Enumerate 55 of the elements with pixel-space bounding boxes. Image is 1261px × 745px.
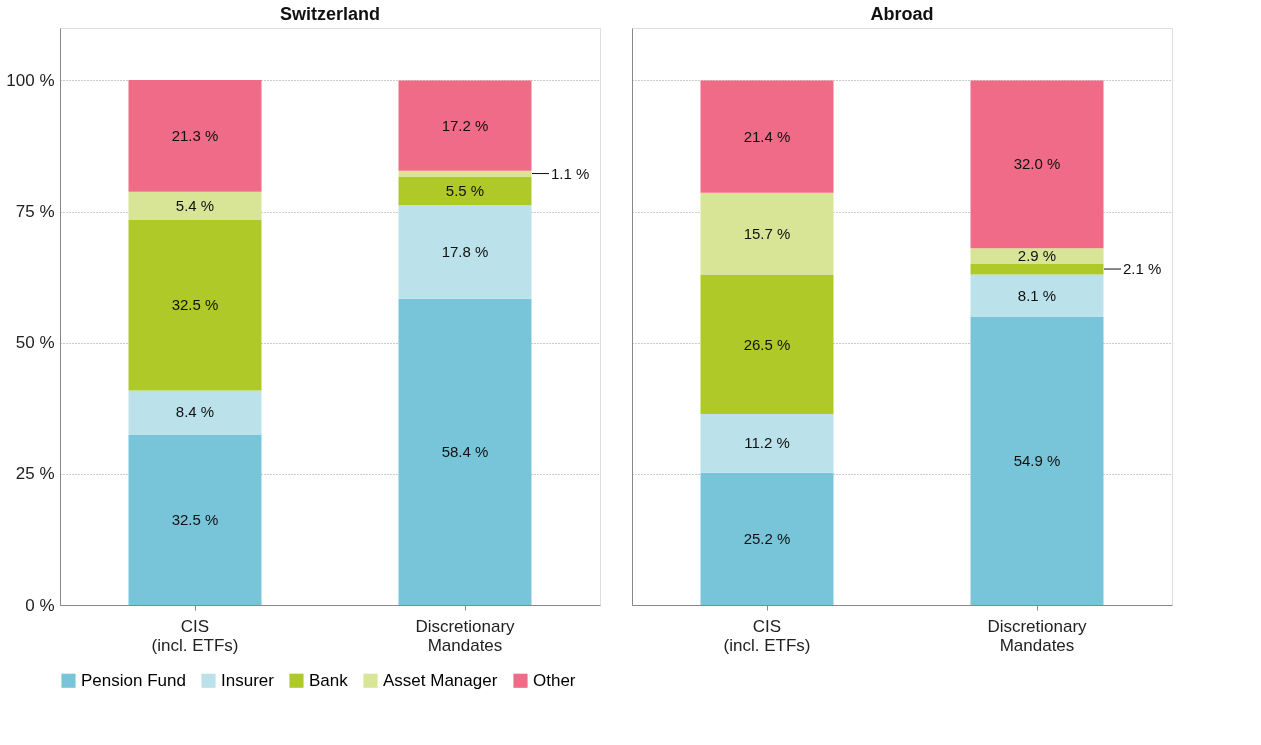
bar [128, 434, 262, 605]
data-label: 17.2 % [441, 116, 489, 134]
bar [398, 298, 532, 605]
bar [700, 192, 834, 276]
y-tick-label: 0 % [25, 595, 55, 615]
legend-label: Asset Manager [383, 670, 498, 690]
bar [700, 275, 834, 415]
data-label: 8.1 % [1017, 286, 1057, 304]
y-tick-label: 100 % [6, 70, 55, 90]
chart-title: Switzerland [279, 4, 381, 24]
data-label: 21.3 % [171, 126, 219, 144]
data-label: 58.4 % [441, 442, 489, 460]
bar [970, 274, 1104, 318]
bar [700, 414, 834, 473]
chart-title: Abroad [870, 4, 934, 24]
x-tick-label: Discretionary Mandates [415, 616, 516, 655]
data-label: 26.5 % [743, 335, 791, 353]
data-label: 32.5 % [171, 510, 219, 528]
data-label: 5.4 % [175, 196, 215, 214]
bar [970, 317, 1104, 605]
x-tick-label: CIS (incl. ETFs) [723, 616, 811, 655]
data-label: 25.2 % [743, 529, 791, 547]
legend-label: Bank [309, 670, 349, 690]
bar [970, 248, 1104, 264]
data-label: 32.5 % [171, 296, 219, 314]
bar [398, 176, 532, 206]
bar [700, 472, 834, 605]
data-label: 8.4 % [175, 403, 215, 421]
bar [128, 390, 262, 435]
data-label: 2.1 % [1123, 260, 1162, 278]
data-label: 2.9 % [1017, 246, 1057, 264]
data-label: 54.9 % [1013, 452, 1061, 470]
legend-label: Pension Fund [81, 670, 186, 690]
data-label: 21.4 % [743, 127, 791, 145]
data-label: 5.5 % [445, 181, 485, 199]
bar [128, 79, 262, 192]
data-label: 1.1 % [551, 164, 590, 182]
legend-label: Insurer [221, 670, 275, 690]
y-tick-label: 75 % [15, 202, 55, 222]
data-label: 11.2 % [744, 434, 790, 452]
bar [128, 191, 262, 220]
bar [970, 263, 1104, 275]
bar [398, 205, 532, 299]
data-label: 32.0 % [1013, 155, 1061, 173]
data-label: 17.8 % [441, 242, 489, 260]
bar [398, 80, 532, 171]
bar [970, 80, 1104, 249]
x-tick-label: CIS (incl. ETFs) [151, 616, 239, 655]
legend-label: Other [533, 670, 576, 690]
data-label: 15.7 % [743, 224, 791, 242]
x-tick-label: Discretionary Mandates [987, 616, 1088, 655]
bar [128, 219, 262, 391]
bar [700, 80, 834, 193]
y-tick-label: 50 % [15, 333, 55, 353]
y-tick-label: 25 % [15, 464, 55, 484]
